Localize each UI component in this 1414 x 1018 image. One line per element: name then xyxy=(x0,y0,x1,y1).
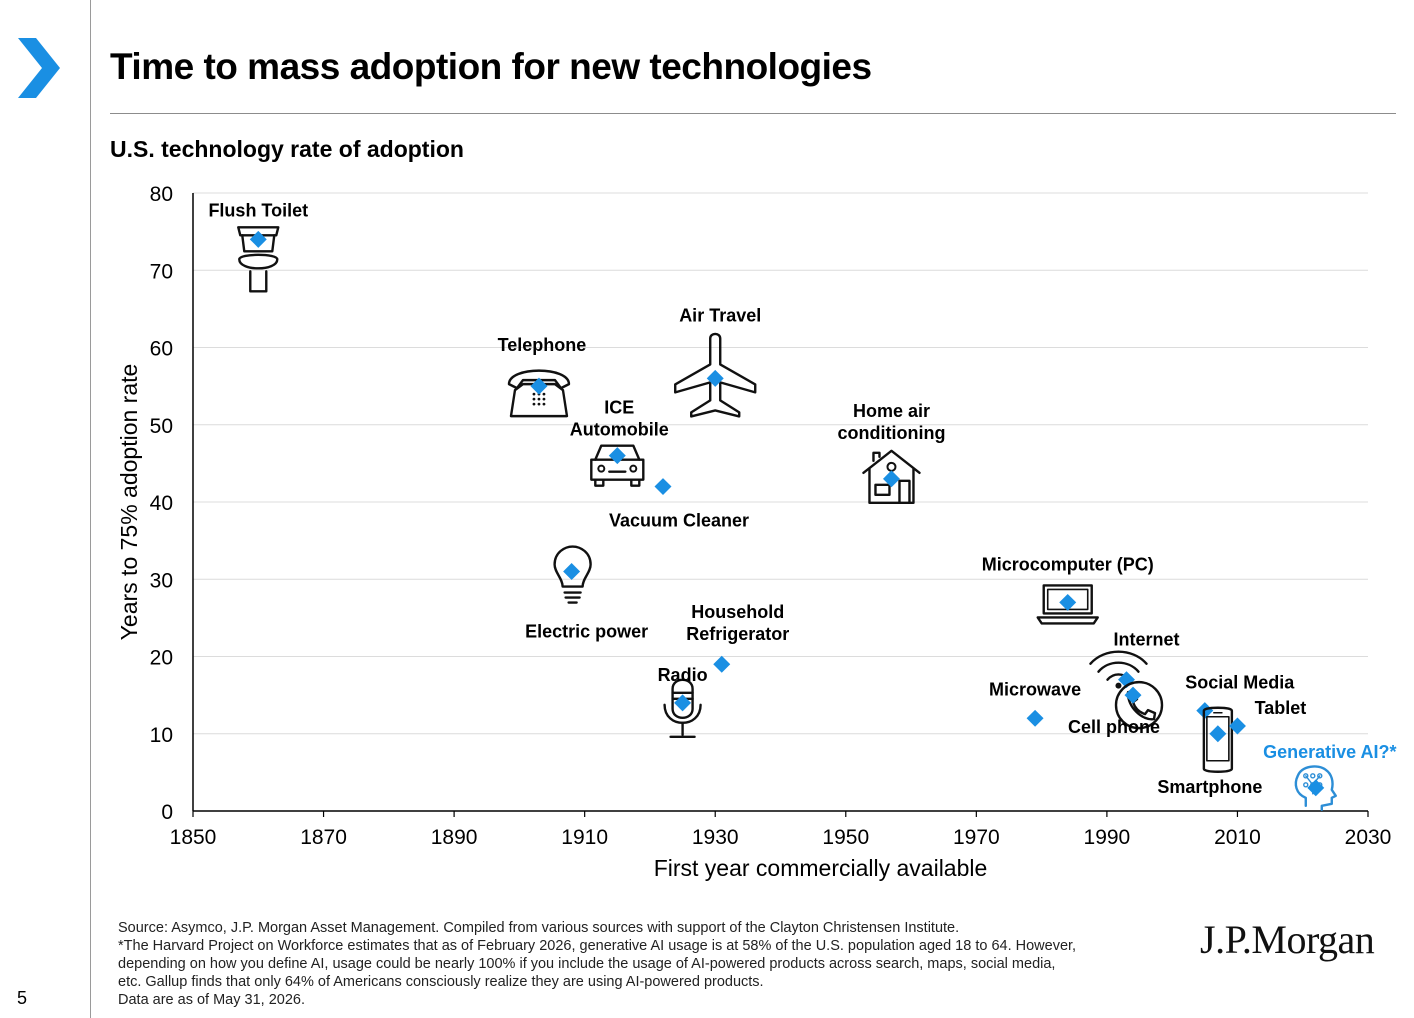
data-point-label: Cell phone xyxy=(1068,717,1160,737)
data-point-marker xyxy=(674,694,692,712)
y-tick-label: 80 xyxy=(150,183,173,206)
x-tick-label: 1950 xyxy=(822,826,869,849)
data-point-label: Internet xyxy=(1113,630,1179,650)
data-point-marker xyxy=(1228,717,1246,735)
y-tick-label: 50 xyxy=(150,415,173,438)
data-point-label: conditioning xyxy=(837,423,945,443)
data-point-marker xyxy=(1059,593,1077,611)
data-point-label: Refrigerator xyxy=(686,624,789,644)
page-title: Time to mass adoption for new technologi… xyxy=(110,46,872,87)
data-point-label: Home air xyxy=(853,401,930,421)
y-tick-label: 0 xyxy=(161,801,173,824)
data-point-label: Vacuum Cleaner xyxy=(609,511,749,531)
data-point-marker xyxy=(882,470,900,488)
data-point-marker xyxy=(1209,725,1227,743)
sidebar-divider xyxy=(90,0,91,1018)
x-tick-label: 1890 xyxy=(431,826,478,849)
page-number: 5 xyxy=(17,988,28,1008)
x-tick-label: 2010 xyxy=(1214,826,1261,849)
data-point-marker xyxy=(530,377,548,395)
x-tick-label: 1930 xyxy=(692,826,739,849)
y-tick-label: 60 xyxy=(150,338,173,361)
data-point-label: Radio xyxy=(658,665,708,685)
y-tick-label: 20 xyxy=(150,647,173,670)
footnote-line: depending on how you define AI, usage co… xyxy=(118,956,1056,972)
data-point-label: ICE xyxy=(604,398,634,418)
y-tick-label: 10 xyxy=(150,724,173,747)
data-point-marker xyxy=(713,655,731,673)
laptop-icon xyxy=(1036,584,1099,625)
house-icon xyxy=(862,449,921,505)
y-tick-label: 30 xyxy=(150,569,173,592)
data-point-marker xyxy=(1307,779,1325,797)
data-point-label: Electric power xyxy=(525,622,648,642)
toilet-icon xyxy=(237,226,280,293)
microphone-icon xyxy=(663,678,702,739)
x-tick-label: 1870 xyxy=(300,826,347,849)
data-point-marker xyxy=(1124,686,1142,704)
data-point-marker xyxy=(706,369,724,387)
data-point-label: Microcomputer (PC) xyxy=(982,554,1154,574)
airplane-icon xyxy=(674,332,757,418)
data-point-marker xyxy=(563,563,581,581)
lightbulb-icon xyxy=(553,545,592,604)
footnotes: Source: Asymco, J.P. Morgan Asset Manage… xyxy=(118,919,1188,1009)
data-point-marker xyxy=(654,478,672,496)
car-icon xyxy=(590,444,645,487)
x-tick-label: 1910 xyxy=(561,826,608,849)
footnote-date: Data are as of May 31, 2026. xyxy=(118,992,305,1008)
data-point-label: Household xyxy=(691,602,784,622)
chevron-right-icon xyxy=(18,38,60,98)
data-point-marker xyxy=(1026,709,1044,727)
data-point-label: Tablet xyxy=(1255,698,1307,718)
footnote-line: *The Harvard Project on Workforce estima… xyxy=(118,938,1077,954)
data-point-label: Flush Toilet xyxy=(208,200,308,220)
y-axis-title: Years to 75% adoption rate xyxy=(116,364,142,641)
x-tick-label: 2030 xyxy=(1345,826,1392,849)
data-point-label: Social Media xyxy=(1185,673,1295,693)
data-point-marker xyxy=(608,447,626,465)
data-point-label: Generative AI?* xyxy=(1263,742,1396,762)
telephone-icon xyxy=(507,369,571,418)
chart-subtitle: U.S. technology rate of adoption xyxy=(110,136,464,162)
smartphone-icon xyxy=(1202,706,1234,773)
x-tick-label: 1990 xyxy=(1084,826,1131,849)
data-point-label: Automobile xyxy=(570,420,669,440)
x-tick-label: 1850 xyxy=(170,826,217,849)
data-point-label: Microwave xyxy=(989,679,1081,699)
x-axis-title: First year commercially available xyxy=(654,855,988,881)
y-tick-label: 40 xyxy=(150,492,173,515)
data-point-marker xyxy=(249,230,267,248)
y-tick-label: 70 xyxy=(150,260,173,283)
jpmorgan-logo: J.P.Morgan xyxy=(1200,917,1375,962)
data-point-label: Air Travel xyxy=(679,305,761,325)
data-point-label: Smartphone xyxy=(1157,777,1262,797)
footnote-line: etc. Gallup finds that only 64% of Ameri… xyxy=(118,974,764,990)
footnote-source: Source: Asymco, J.P. Morgan Asset Manage… xyxy=(118,920,960,936)
data-point-label: Telephone xyxy=(498,335,587,355)
title-divider xyxy=(110,113,1396,114)
x-tick-label: 1970 xyxy=(953,826,1000,849)
